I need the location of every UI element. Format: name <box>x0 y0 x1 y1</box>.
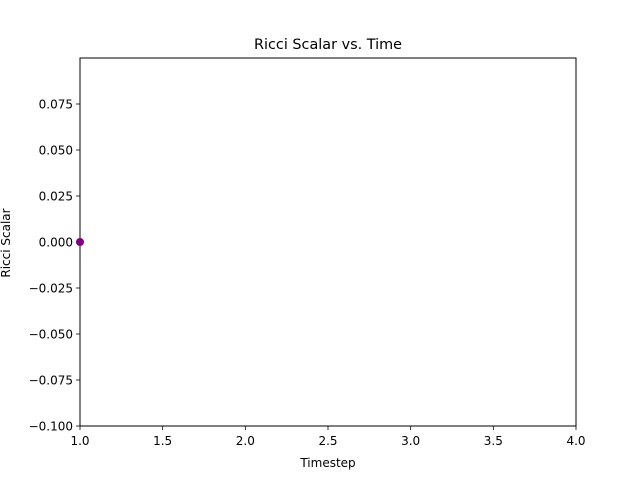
y-tick-label: 0.000 <box>39 236 73 250</box>
data-point <box>76 238 84 246</box>
y-tick-label: 0.050 <box>39 144 73 158</box>
plot-frame <box>79 57 577 427</box>
y-tick-label: 0.075 <box>39 98 73 112</box>
y-tick-label: −0.075 <box>29 374 73 388</box>
y-tick-label: −0.050 <box>29 328 73 342</box>
y-axis-label: Ricci Scalar <box>0 208 13 277</box>
y-tick-label: −0.025 <box>29 282 73 296</box>
x-tick-label: 1.5 <box>153 434 172 448</box>
x-tick-label: 4.0 <box>566 434 585 448</box>
y-tick-label: 0.025 <box>39 190 73 204</box>
x-tick-label: 3.5 <box>484 434 503 448</box>
x-axis: 1.0 1.5 2.0 2.5 3.0 3.5 4.0 <box>70 426 586 448</box>
chart-title: Ricci Scalar vs. Time <box>254 37 402 53</box>
x-tick-label: 2.5 <box>318 434 337 448</box>
x-tick-label: 3.0 <box>401 434 420 448</box>
data-points <box>76 238 84 246</box>
plot-area <box>79 57 577 427</box>
x-tick-label: 2.0 <box>236 434 255 448</box>
y-axis: 0.075 0.050 0.025 0.000 −0.025 −0.050 −0.075 −0… <box>29 98 80 434</box>
x-tick-label: 1.0 <box>70 434 89 448</box>
y-tick-label: −0.100 <box>29 420 73 434</box>
x-axis-label: Timestep <box>299 456 355 470</box>
